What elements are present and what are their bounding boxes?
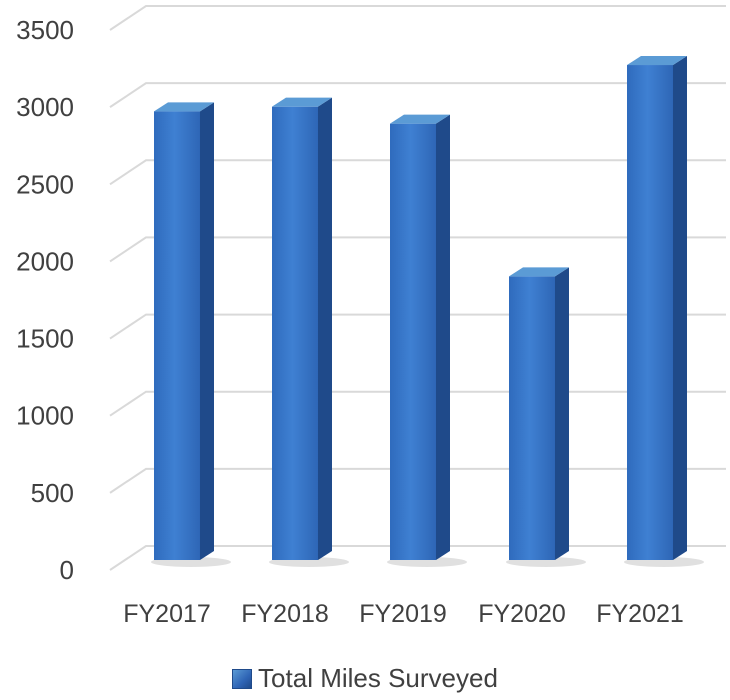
x-tick-label: FY2017 [123, 600, 211, 628]
y-tick-label: 3500 [16, 15, 74, 45]
legend: Total Miles Surveyed [0, 663, 730, 694]
bar-side [673, 56, 687, 561]
legend-swatch-icon [232, 669, 253, 689]
y-tick-label: 500 [31, 478, 74, 508]
x-axis-ticks: FY2017 FY2018 FY2019 FY2020 FY2021 [123, 600, 684, 628]
x-tick-label: FY2021 [596, 600, 684, 628]
bar-top [154, 102, 214, 112]
bars [151, 56, 704, 567]
bar-top [272, 97, 332, 107]
y-tick-label: 1000 [16, 401, 74, 431]
gridline [109, 159, 726, 186]
y-tick-label: 2000 [16, 246, 74, 276]
x-tick-label: FY2019 [359, 600, 447, 628]
x-tick-label: FY2018 [241, 600, 329, 628]
gridlines [109, 5, 726, 571]
gridline [109, 5, 726, 31]
bar-top [627, 56, 687, 66]
bar-side [200, 102, 214, 561]
y-tick-label: 2500 [16, 169, 74, 199]
gridline [109, 236, 726, 263]
bar [509, 276, 555, 560]
bar-top [509, 267, 569, 277]
bar [390, 123, 436, 561]
y-axis-ticks: 0 500 1000 1500 2000 2500 3000 3500 [16, 15, 74, 585]
y-tick-label: 0 [60, 555, 74, 585]
legend-label: Total Miles Surveyed [258, 663, 498, 693]
bar-top [390, 114, 450, 124]
bar [627, 65, 673, 561]
bar [272, 106, 318, 560]
bar-side [318, 97, 332, 560]
y-tick-label: 3000 [16, 92, 74, 122]
bar-side [436, 114, 450, 561]
y-tick-label: 1500 [16, 324, 74, 354]
bar [154, 111, 200, 561]
bar-side [555, 267, 569, 560]
x-tick-label: FY2020 [478, 600, 566, 628]
gridline [109, 82, 726, 108]
